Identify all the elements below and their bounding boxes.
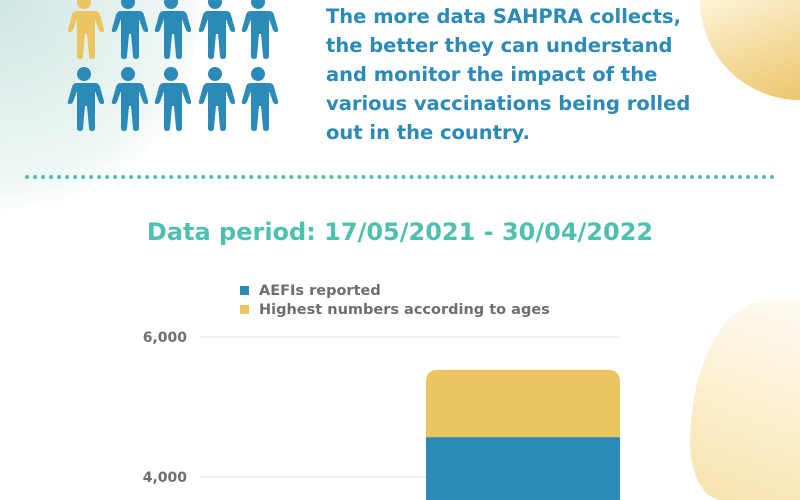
legend-item-aefis: AEFIs reported: [240, 281, 550, 300]
legend-item-ages: Highest numbers according to ages: [240, 300, 550, 319]
intro-text: The more data SAHPRA collects, the bette…: [326, 2, 706, 147]
y-tick-label: 6,000: [143, 330, 188, 346]
person-icon: [195, 0, 235, 66]
legend-label: Highest numbers according to ages: [259, 301, 550, 318]
intro-line: The more data SAHPRA collects,: [326, 5, 682, 28]
intro-line: various vaccinations being rolled: [326, 92, 691, 115]
intro-line: out in the country.: [326, 121, 530, 144]
person-icon: [238, 66, 279, 138]
dotted-divider: [25, 175, 775, 179]
y-tick-label: 4,000: [143, 470, 188, 486]
intro-line: and monitor the impact of the: [326, 63, 658, 86]
intro-line: the better they can understand: [326, 34, 673, 57]
bar-segment-highest-by-age: [426, 369, 620, 438]
chart-legend: AEFIs reported Highest numbers according…: [240, 281, 550, 319]
legend-swatch-yellow: [240, 305, 249, 314]
legend-swatch-blue: [240, 286, 249, 295]
data-period-heading: Data period: 17/05/2021 - 30/04/2022: [146, 218, 654, 246]
person-icon: [151, 66, 192, 138]
bar-segment-aefis-reported: [426, 437, 620, 500]
person-icon: [238, 0, 279, 66]
person-icon: [64, 0, 105, 66]
legend-label: AEFIs reported: [259, 282, 381, 299]
person-icon: [151, 0, 192, 66]
person-icon: [195, 66, 235, 138]
person-icon: [64, 66, 105, 138]
person-icon: [108, 0, 148, 66]
person-icon: [108, 66, 148, 138]
